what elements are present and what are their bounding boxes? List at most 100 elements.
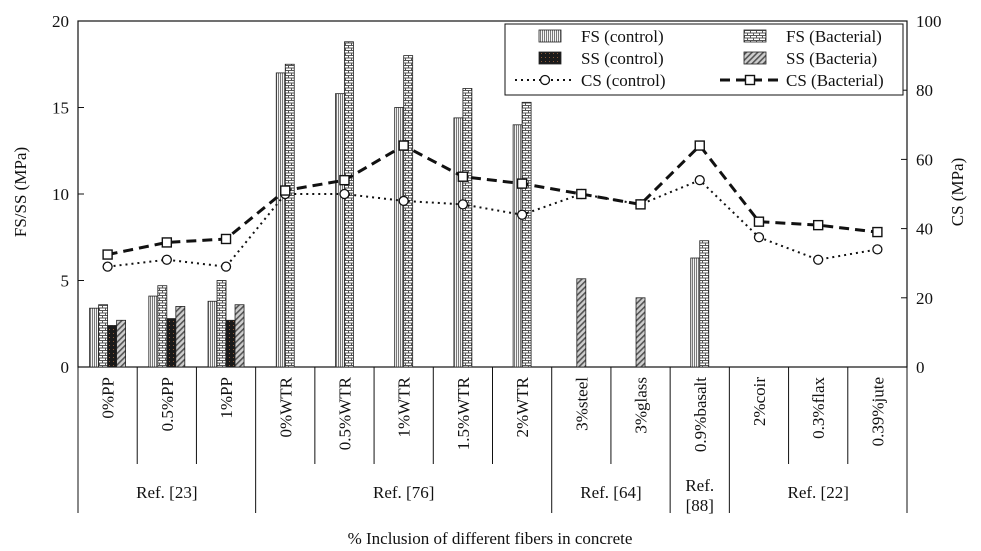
x-tick-label: 0.5%PP	[158, 377, 177, 431]
bar-ss-control-2	[225, 319, 236, 368]
x-tick-label: 1%WTR	[395, 376, 414, 437]
bar-fs-control-1	[148, 295, 159, 368]
legend-label-ss-control: SS (control)	[581, 49, 664, 68]
legend-label-cs-bacterial: CS (Bacterial)	[786, 71, 884, 90]
y-axis-label-left: FS/SS (MPa)	[11, 147, 30, 237]
bar-ss-bacteria-1	[175, 306, 186, 368]
bar-fs-control-6	[453, 117, 464, 368]
point-cs-bacterial-9	[635, 199, 646, 210]
y-tick-label-left: 0	[61, 358, 70, 377]
bar-fs-bacterial-0	[98, 304, 109, 368]
bar-fs-bacterial-4	[344, 41, 354, 368]
group-label: Ref. [88]	[685, 476, 714, 515]
group-label: Ref. [64]	[580, 483, 641, 502]
y-tick-label-right: 0	[916, 358, 925, 377]
point-cs-control-5	[398, 195, 409, 207]
y-tick-label-right: 80	[916, 81, 933, 100]
point-cs-control-13	[872, 244, 883, 255]
bar-fs-bacterial-5	[403, 55, 414, 368]
point-cs-control-4	[339, 188, 350, 200]
point-cs-bacterial-11	[753, 216, 765, 227]
point-cs-control-6	[457, 199, 469, 210]
legend-swatch-fs-control	[538, 29, 562, 43]
bar-ss-bacteria-8	[576, 278, 587, 368]
legend: FS (control) FS (Bacterial) SS (control) SS…	[504, 23, 904, 96]
bar-fs-bacterial-7	[521, 101, 532, 368]
point-cs-bacterial-13	[872, 226, 883, 238]
y-tick-label-left: 15	[52, 99, 69, 118]
legend-label-fs-bacterial: FS (Bacterial)	[786, 27, 882, 46]
legend-box	[504, 23, 904, 96]
x-tick-label: 0.9%basalt	[691, 377, 710, 452]
group-label: Ref. [23]	[136, 483, 197, 502]
point-cs-bacterial-3	[280, 185, 291, 196]
bar-fs-bacterial-6	[462, 88, 473, 368]
bar-fs-control-3	[275, 72, 286, 368]
bar-fs-control-10	[690, 257, 701, 368]
point-cs-control-7	[516, 209, 528, 220]
group-label: Ref. [22]	[787, 483, 848, 502]
point-cs-bacterial-7	[516, 178, 528, 189]
bar-fs-bacterial-10	[699, 240, 710, 368]
legend-swatch-fs-bacterial	[743, 29, 767, 43]
x-tick-label: 0%PP	[99, 377, 118, 419]
point-cs-control-12	[813, 254, 824, 265]
legend-label-cs-control: CS (control)	[581, 71, 666, 90]
x-tick-label: 0.5%WTR	[335, 376, 354, 450]
legend-label-fs-control: FS (control)	[581, 27, 664, 46]
legend-marker-cs-control	[539, 74, 551, 86]
point-cs-bacterial-0	[102, 249, 113, 260]
bar-ss-control-1	[166, 318, 177, 368]
bar-fs-control-2	[207, 300, 218, 368]
point-cs-bacterial-6	[457, 171, 469, 182]
point-cs-control-11	[753, 232, 765, 243]
x-tick-label: 2%coir	[750, 377, 769, 426]
x-tick-label: 1%PP	[217, 377, 236, 419]
bar-ss-control-0	[107, 325, 118, 368]
legend-label-ss-bacteria: SS (Bacteria)	[786, 49, 877, 68]
x-axis-table: 0%PP 0.5%PP 1%PP 0%WTR 0.5%WTR 1%WTR 1.5%WTR 2%…	[77, 367, 908, 515]
bar-fs-bacterial-3	[284, 63, 295, 368]
x-tick-label: 3%steel	[572, 377, 591, 431]
legend-swatch-ss-bacteria	[743, 51, 767, 65]
point-cs-bacterial-2	[220, 233, 232, 245]
group-label: Ref. [76]	[373, 483, 434, 502]
y-tick-label-right: 20	[916, 289, 933, 308]
bars	[89, 41, 710, 368]
x-tick-label: 1.5%WTR	[454, 376, 473, 450]
y-tick-label-left: 5	[61, 272, 70, 291]
point-cs-control-0	[102, 261, 113, 272]
y-tick-label-right: 40	[916, 220, 933, 239]
point-cs-bacterial-12	[812, 219, 824, 231]
point-cs-control-2	[220, 261, 232, 272]
bar-fs-control-0	[89, 307, 100, 368]
bar-ss-bacteria-2	[234, 304, 245, 368]
point-cs-bacterial-1	[161, 237, 173, 248]
bar-fs-control-7	[512, 124, 523, 368]
y-tick-label-right: 60	[916, 150, 933, 169]
line-cs-control	[107, 179, 878, 268]
bar-fs-bacterial-1	[157, 285, 168, 368]
cs-lines	[102, 140, 883, 272]
point-cs-control-10	[694, 175, 705, 186]
point-cs-bacterial-10	[694, 140, 705, 151]
bar-ss-bacteria-0	[116, 319, 127, 368]
bar-fs-control-4	[335, 93, 345, 368]
x-tick-label: 0%WTR	[276, 376, 295, 437]
point-cs-control-1	[161, 254, 172, 265]
x-tick-label: 3%glass	[632, 377, 651, 434]
x-axis-label: % Inclusion of different fibers in concr…	[348, 529, 633, 548]
point-cs-bacterial-5	[398, 140, 409, 151]
point-cs-bacterial-8	[576, 188, 587, 200]
x-tick-label: 2%WTR	[513, 376, 532, 437]
legend-marker-cs-bacterial	[744, 74, 756, 86]
bar-ss-bacteria-9	[635, 297, 646, 368]
x-tick-label: 0.3%flax	[809, 377, 828, 439]
y-tick-label-left: 20	[52, 12, 69, 31]
line-cs-bacterial	[107, 143, 878, 257]
y-tick-label-left: 10	[52, 185, 69, 204]
point-cs-bacterial-4	[339, 174, 350, 186]
bar-fs-bacterial-2	[216, 280, 227, 368]
y-tick-label-right: 100	[916, 12, 942, 31]
